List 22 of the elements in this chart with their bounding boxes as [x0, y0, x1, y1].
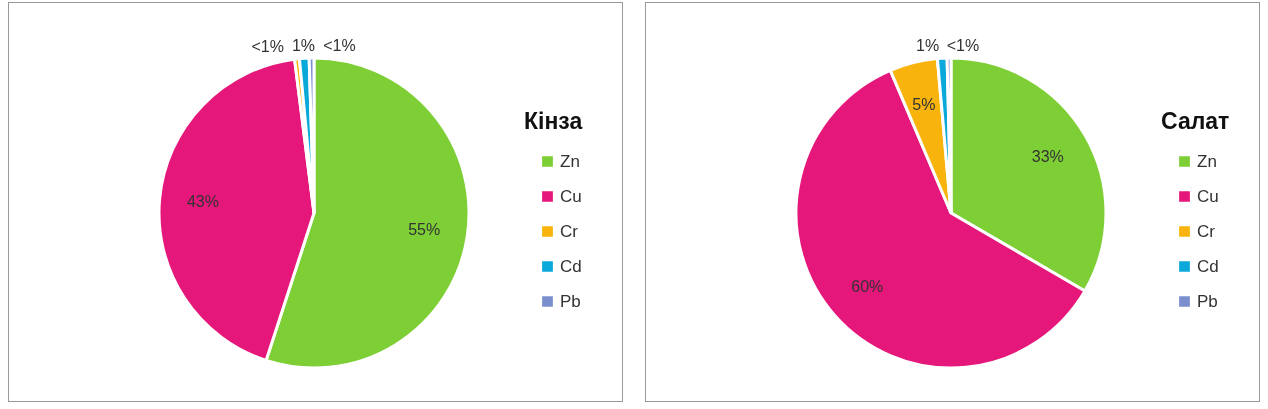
legend-label: Zn — [1197, 151, 1217, 171]
data-label: <1% — [323, 37, 356, 55]
data-label: 33% — [1031, 148, 1064, 166]
data-label: 1% — [291, 37, 316, 55]
legend-label: Pb — [1197, 291, 1218, 311]
legend-label: Cd — [1197, 256, 1219, 276]
data-label: 43% — [186, 193, 219, 211]
data-label: <1% — [946, 37, 980, 55]
data-label: 60% — [851, 277, 884, 295]
data-label: 5% — [912, 95, 936, 113]
data-label: <1% — [251, 38, 284, 56]
text: Салат — [1161, 108, 1230, 135]
legend-label: Cd — [560, 256, 582, 276]
legend-label: Pb — [560, 291, 581, 311]
text: Кінза — [524, 108, 583, 135]
legend-label: Zn — [560, 151, 580, 171]
data-label: 55% — [408, 221, 441, 239]
legend-label: Cu — [1197, 186, 1219, 206]
legend-label: Cu — [560, 186, 582, 206]
data-label: 1% — [916, 37, 940, 55]
legend-label: Cr — [560, 221, 579, 241]
legend-label: Cr — [1197, 221, 1216, 241]
